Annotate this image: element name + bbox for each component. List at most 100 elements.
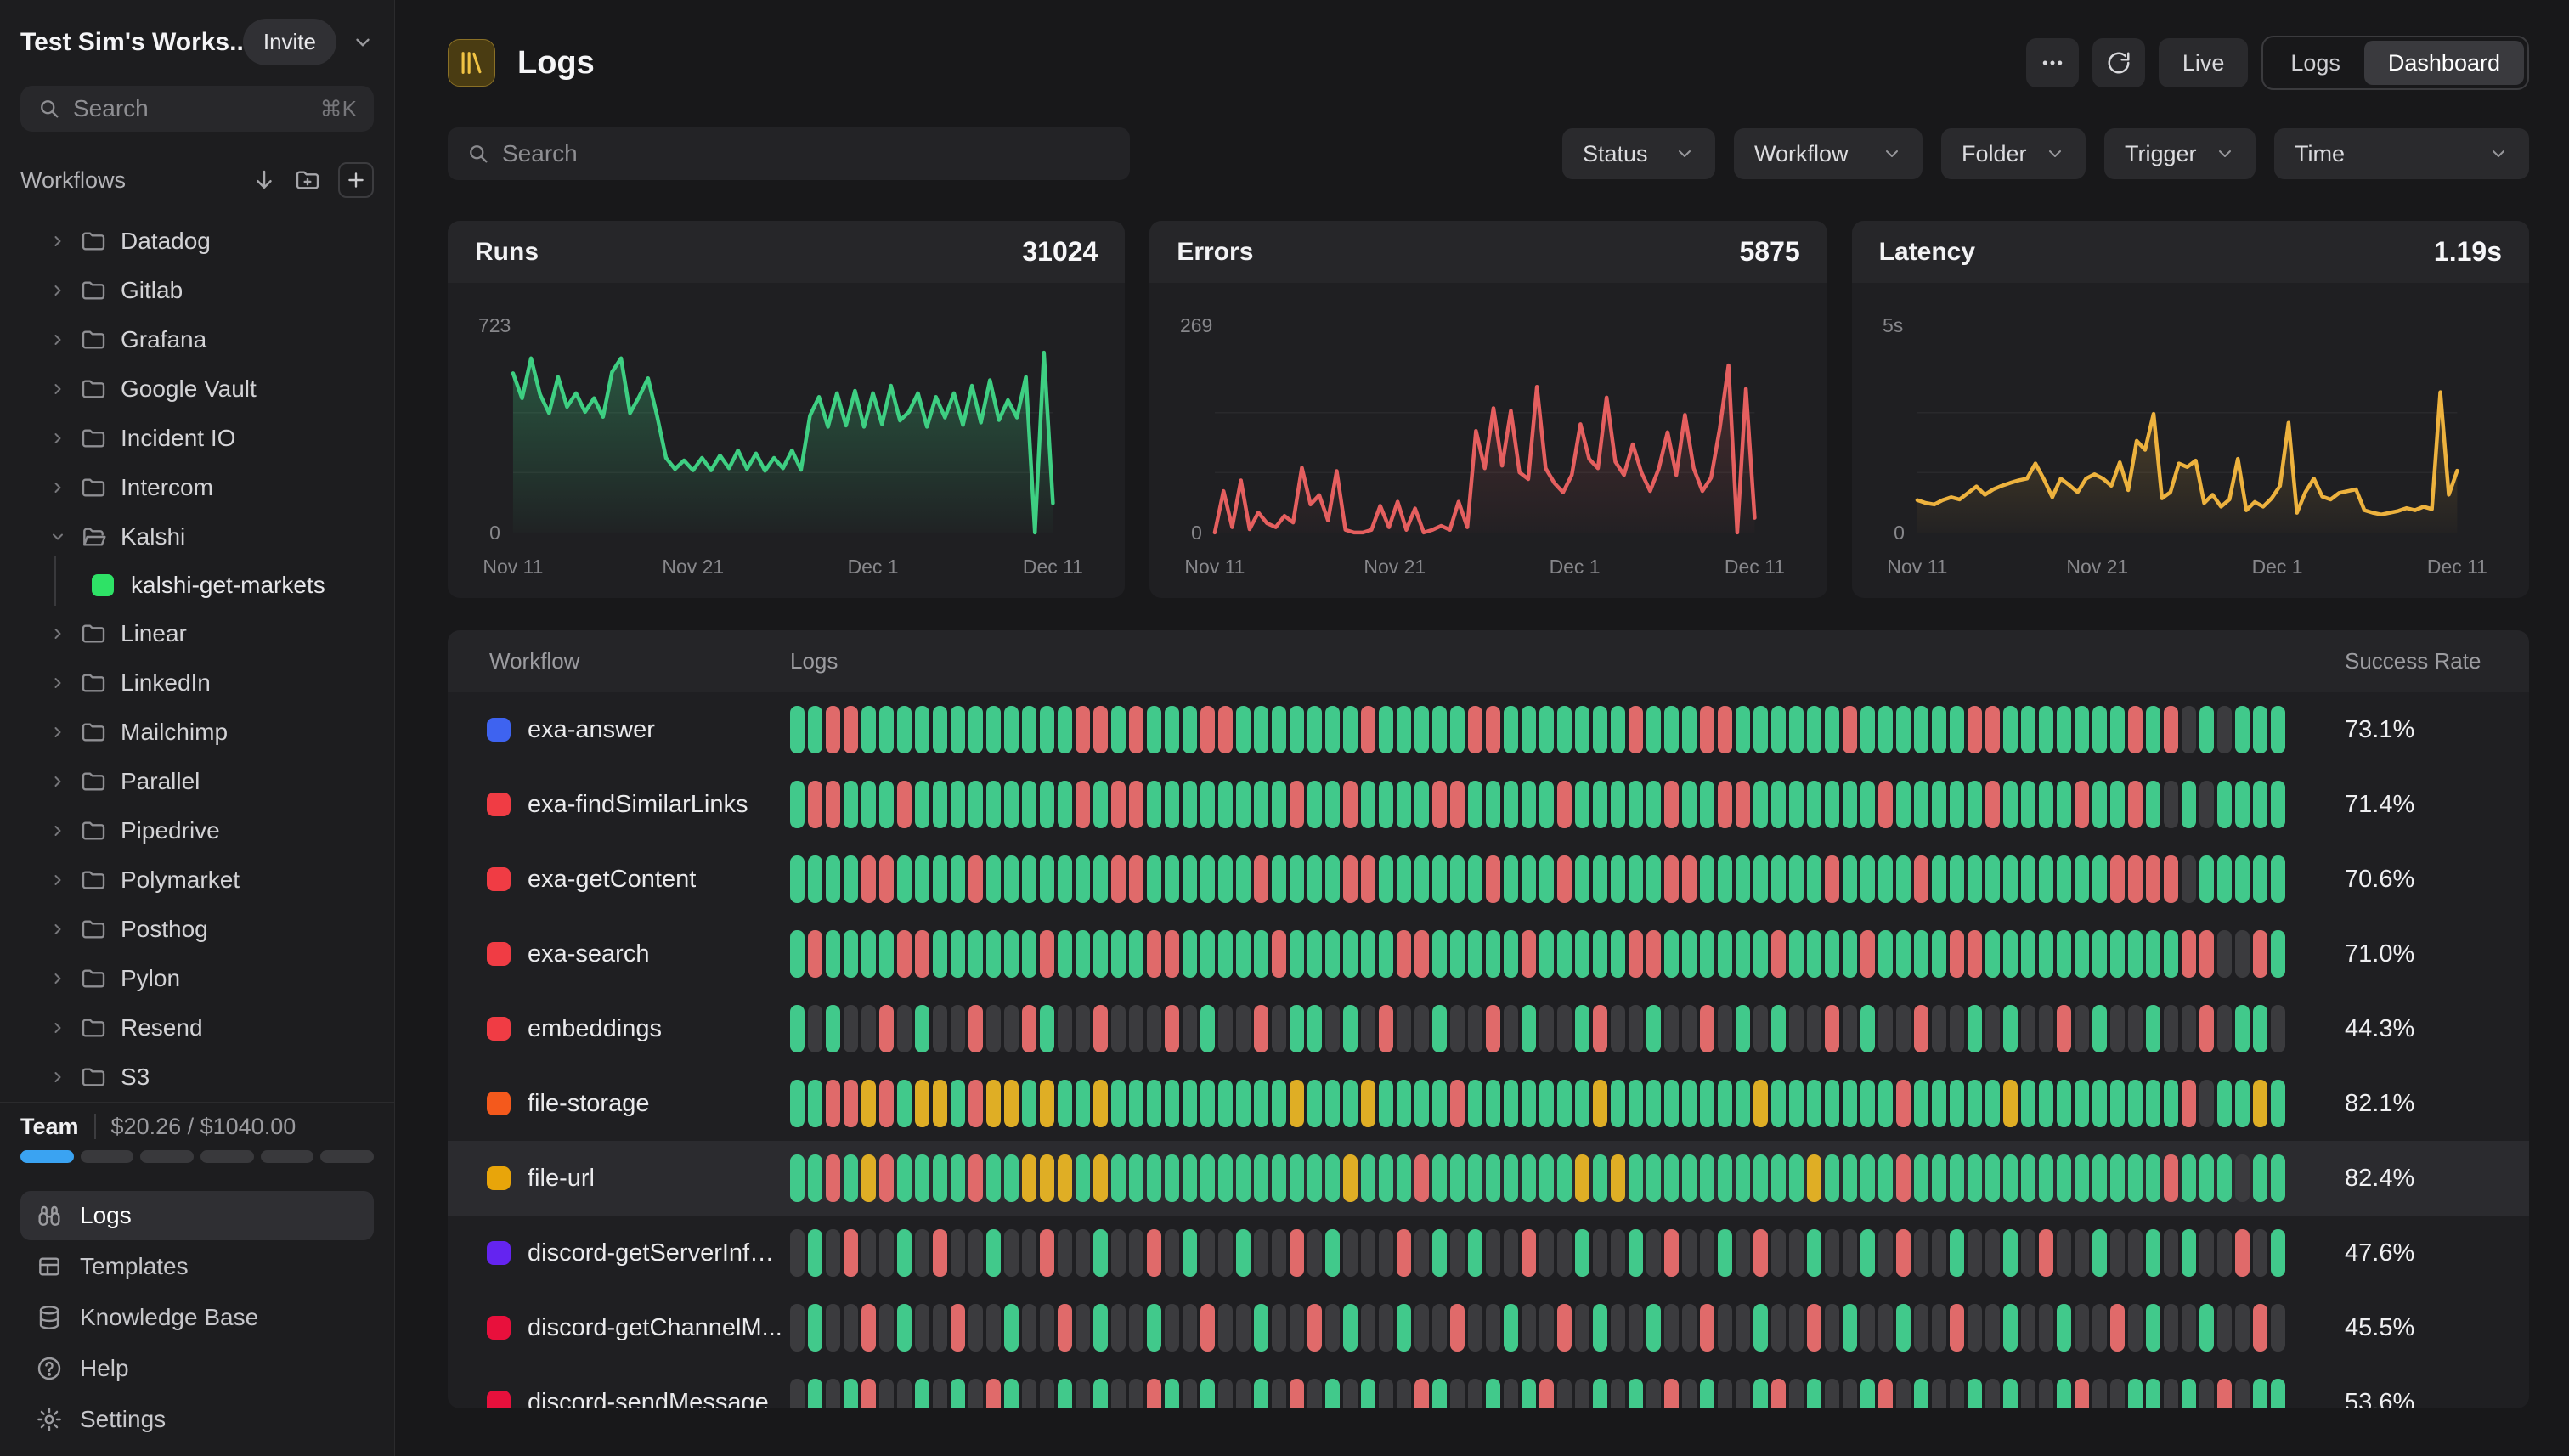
view-toggle-logs[interactable]: Logs	[2267, 41, 2364, 85]
more-options-button[interactable]	[2026, 38, 2079, 87]
table-row-exa-findsimilarlinks[interactable]: exa-findSimilarLinks71.4%	[448, 767, 2529, 842]
sidebar-folder-linear[interactable]: Linear	[20, 609, 374, 658]
card-value: 1.19s	[2434, 236, 2502, 268]
sidebar-folder-linkedin[interactable]: LinkedIn	[20, 658, 374, 708]
log-heatbar-strip[interactable]	[790, 1080, 2290, 1127]
sidebar-folder-resend[interactable]: Resend	[20, 1003, 374, 1052]
log-bar-empty	[1789, 1229, 1804, 1277]
log-heatbar-strip[interactable]	[790, 781, 2290, 828]
sidebar-item-help[interactable]: Help	[20, 1344, 374, 1393]
log-bar-empty	[1539, 1005, 1554, 1052]
new-folder-icon[interactable]	[294, 166, 321, 194]
log-heatbar-strip[interactable]	[790, 1379, 2290, 1408]
log-bar-error	[879, 1005, 894, 1052]
sidebar-search-input[interactable]: Search ⌘K	[20, 86, 374, 132]
sidebar-item-settings[interactable]: Settings	[20, 1395, 374, 1444]
sidebar-folder-google-vault[interactable]: Google Vault	[20, 364, 374, 414]
sidebar-folder-intercom[interactable]: Intercom	[20, 463, 374, 512]
sidebar-folder-polymarket[interactable]: Polymarket	[20, 855, 374, 905]
log-bar-success	[1058, 781, 1072, 828]
sidebar-folder-s3[interactable]: S3	[20, 1052, 374, 1102]
log-heatbar-strip[interactable]	[790, 1304, 2290, 1352]
filter-time[interactable]: Time	[2274, 128, 2529, 179]
table-row-exa-getcontent[interactable]: exa-getContent70.6%	[448, 842, 2529, 917]
table-row-discord-getchannelm-[interactable]: discord-getChannelM...45.5%	[448, 1290, 2529, 1365]
log-bar-success	[2110, 1154, 2125, 1202]
sidebar-folder-grafana[interactable]: Grafana	[20, 315, 374, 364]
folder-icon	[80, 375, 107, 403]
chevron-right-icon	[49, 479, 66, 496]
table-row-exa-answer[interactable]: exa-answer73.1%	[448, 692, 2529, 767]
sidebar-workflow-kalshi-get-markets[interactable]: kalshi-get-markets	[20, 562, 374, 609]
chart-runs: 7230Nov 11Nov 21Dec 1Dec 11	[448, 283, 1125, 598]
filter-status[interactable]: Status	[1562, 128, 1715, 179]
log-bar-error	[1593, 1005, 1607, 1052]
sidebar-folder-pylon[interactable]: Pylon	[20, 954, 374, 1003]
log-bar-success	[2092, 706, 2107, 753]
sidebar-folder-gitlab[interactable]: Gitlab	[20, 266, 374, 315]
sort-arrow-down-icon[interactable]	[251, 167, 277, 193]
sidebar-folder-mailchimp[interactable]: Mailchimp	[20, 708, 374, 757]
log-bar-success	[2235, 781, 2250, 828]
table-row-file-url[interactable]: file-url82.4%	[448, 1141, 2529, 1216]
log-bar-success	[1700, 1154, 1714, 1202]
log-heatbar-strip[interactable]	[790, 855, 2290, 903]
log-bar-success	[1236, 930, 1251, 978]
log-bar-success	[1593, 781, 1607, 828]
log-bar-error	[1147, 930, 1161, 978]
log-bar-success	[1522, 1005, 1536, 1052]
log-heatbar-strip[interactable]	[790, 1005, 2290, 1052]
sidebar-folder-pipedrive[interactable]: Pipedrive	[20, 806, 374, 855]
refresh-button[interactable]	[2092, 38, 2145, 87]
table-row-embeddings[interactable]: embeddings44.3%	[448, 991, 2529, 1066]
metric-cards: Runs310247230Nov 11Nov 21Dec 1Dec 11Erro…	[448, 221, 2529, 598]
log-bar-warning	[1575, 1154, 1589, 1202]
nav-label: Knowledge Base	[80, 1304, 258, 1331]
log-bar-error	[1825, 855, 1839, 903]
live-button[interactable]: Live	[2159, 38, 2249, 87]
filter-trigger[interactable]: Trigger	[2104, 128, 2256, 179]
log-bar-empty	[1789, 1005, 1804, 1052]
sidebar-folder-posthog[interactable]: Posthog	[20, 905, 374, 954]
log-bar-success	[1896, 781, 1911, 828]
sidebar-folder-parallel[interactable]: Parallel	[20, 757, 374, 806]
log-bar-error	[2217, 1379, 2232, 1408]
log-bar-success	[2271, 1379, 2285, 1408]
log-bar-success	[2003, 1379, 2018, 1408]
table-row-file-storage[interactable]: file-storage82.1%	[448, 1066, 2529, 1141]
folder-label: Pylon	[121, 965, 180, 992]
table-row-discord-sendmessage[interactable]: discord-sendMessage53.6%	[448, 1365, 2529, 1408]
axis-label: Nov 21	[1364, 556, 1426, 578]
log-bar-empty	[1843, 1005, 1857, 1052]
logs-search-input[interactable]: Search	[448, 127, 1130, 180]
workspace-chevron-down-icon[interactable]	[352, 31, 374, 54]
sidebar-folder-datadog[interactable]: Datadog	[20, 217, 374, 266]
sidebar-folder-incident-io[interactable]: Incident IO	[20, 414, 374, 463]
log-bar-error	[1664, 1229, 1679, 1277]
table-row-exa-search[interactable]: exa-search71.0%	[448, 917, 2529, 991]
log-heatbar-strip[interactable]	[790, 1229, 2290, 1277]
sidebar-item-knowledge-base[interactable]: Knowledge Base	[20, 1293, 374, 1342]
log-bar-success	[1504, 706, 1518, 753]
log-bar-success	[1860, 855, 1875, 903]
log-bar-success	[2128, 1154, 2143, 1202]
workflow-name-cell: file-storage	[448, 1090, 790, 1118]
log-heatbar-strip[interactable]	[790, 706, 2290, 753]
invite-button[interactable]: Invite	[243, 19, 336, 65]
log-bar-success	[1272, 1080, 1286, 1127]
log-bar-success	[2199, 1154, 2214, 1202]
view-toggle-dashboard[interactable]: Dashboard	[2364, 41, 2524, 85]
filter-workflow[interactable]: Workflow	[1734, 128, 1923, 179]
sidebar-folder-kalshi[interactable]: Kalshi	[20, 512, 374, 562]
log-bar-success	[1343, 706, 1358, 753]
log-bar-success	[1111, 1154, 1126, 1202]
log-heatbar-strip[interactable]	[790, 1154, 2290, 1202]
sidebar-item-templates[interactable]: Templates	[20, 1242, 374, 1291]
log-bar-success	[1736, 706, 1750, 753]
add-workflow-button[interactable]	[338, 162, 374, 198]
log-bar-error	[1254, 1005, 1268, 1052]
table-row-discord-getserverinfo-[interactable]: discord-getServerInfo...47.6%	[448, 1216, 2529, 1290]
filter-folder[interactable]: Folder	[1941, 128, 2086, 179]
log-heatbar-strip[interactable]	[790, 930, 2290, 978]
sidebar-item-logs[interactable]: Logs	[20, 1191, 374, 1240]
